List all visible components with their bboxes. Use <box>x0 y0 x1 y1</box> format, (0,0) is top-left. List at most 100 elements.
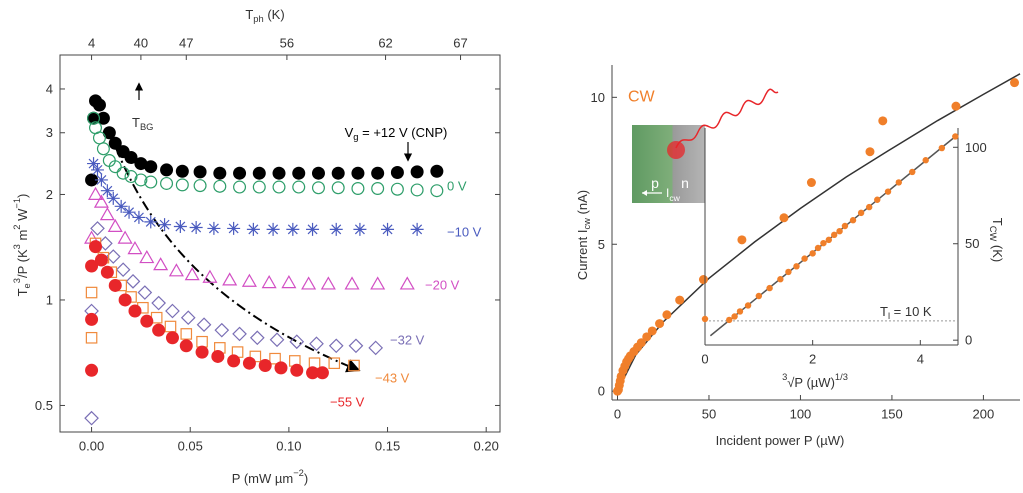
data-point <box>272 180 286 194</box>
data-point <box>309 336 324 352</box>
data-point <box>793 263 800 270</box>
y-tick-label: 100 <box>965 140 987 155</box>
data-point <box>227 221 241 235</box>
data-point <box>87 111 101 125</box>
data-point <box>96 111 110 125</box>
plot-frame <box>59 54 501 433</box>
data-point <box>144 215 158 229</box>
data-point <box>232 326 247 342</box>
label-part: 3 <box>12 244 22 249</box>
data-point <box>647 326 657 336</box>
data-point <box>1010 78 1020 88</box>
reference-label: Tl = 10 K <box>880 304 932 322</box>
data-point <box>737 235 747 245</box>
label-part: l <box>888 311 890 321</box>
label-part: T <box>132 115 140 130</box>
y-tick-label: 4 <box>46 81 53 96</box>
data-point <box>139 249 155 264</box>
data-point <box>87 186 104 200</box>
annotation: TBG <box>132 115 153 133</box>
data-point <box>755 292 763 300</box>
y-tick-label: 3 <box>46 125 53 140</box>
data-point <box>281 275 297 289</box>
data-point <box>381 222 395 236</box>
data-point <box>140 314 154 328</box>
data-point <box>636 338 646 348</box>
y-tick-label: 50 <box>965 236 979 251</box>
data-point <box>261 275 277 289</box>
y-axis-label: Current Icw (nA) <box>575 190 593 280</box>
data-point <box>85 259 99 273</box>
label-part: e <box>22 283 32 288</box>
data-point <box>102 126 116 140</box>
data-point <box>165 331 179 345</box>
series-label: −55 V <box>330 395 365 410</box>
x2-tick-label: 67 <box>453 36 467 51</box>
data-point <box>179 339 193 353</box>
data-point <box>290 363 304 377</box>
data-point <box>152 323 166 337</box>
x-axis-label: Incident power P (µW) <box>716 433 845 448</box>
data-point <box>124 170 138 184</box>
label-part: (nA) <box>575 190 590 218</box>
data-point <box>371 166 385 180</box>
label-part: Current I <box>575 230 590 281</box>
x2-tick-label: 47 <box>179 36 193 51</box>
data-point <box>272 166 286 180</box>
data-point <box>736 308 744 315</box>
label-part: 3 <box>12 278 22 283</box>
laser-spot <box>667 141 685 159</box>
data-point <box>84 410 99 426</box>
data-point <box>85 331 98 344</box>
data-point <box>134 173 148 187</box>
data-point <box>289 334 305 350</box>
data-point <box>233 166 247 180</box>
label-part: V <box>345 125 354 140</box>
data-point <box>189 220 203 234</box>
data-point <box>108 160 122 174</box>
label-part: = 10 K <box>890 304 932 319</box>
data-point <box>331 166 345 180</box>
label-part: g <box>353 132 358 142</box>
data-point <box>107 218 123 233</box>
data-point <box>227 354 241 368</box>
data-point <box>952 133 959 140</box>
label-part: 1/3 <box>835 372 848 382</box>
data-point <box>320 276 336 290</box>
label-part: cw <box>669 193 680 203</box>
label-part: T <box>880 304 888 319</box>
data-point <box>106 191 120 205</box>
data-point <box>85 173 99 187</box>
data-point <box>196 335 208 348</box>
label-part: −2 <box>293 468 304 478</box>
label-part: CW <box>988 226 998 242</box>
x-tick-label: 50 <box>702 407 716 422</box>
data-point <box>85 286 98 299</box>
data-point <box>144 175 158 189</box>
data-point <box>117 230 133 244</box>
series-label: 0 V <box>447 179 467 194</box>
data-point <box>175 164 189 178</box>
data-point <box>410 222 424 236</box>
x-tick-label: 0.10 <box>276 439 301 454</box>
data-point <box>108 136 122 150</box>
data-point <box>698 275 708 285</box>
label-part: m <box>15 230 30 244</box>
label-part: (K) <box>991 241 1006 262</box>
image-label: n <box>681 175 689 191</box>
data-point <box>165 303 180 319</box>
x-tick-label: 0.05 <box>178 439 203 454</box>
data-point <box>922 157 929 164</box>
data-point <box>266 222 280 236</box>
data-point <box>211 349 225 363</box>
x2-tick-label: 4 <box>88 36 95 51</box>
data-point <box>430 164 444 178</box>
data-point <box>115 262 131 278</box>
data-point <box>292 180 306 194</box>
data-point <box>252 166 266 180</box>
data-point <box>849 217 857 224</box>
data-point <box>328 338 344 354</box>
data-point <box>175 178 189 192</box>
data-point <box>137 285 153 300</box>
x-tick-label: 0.20 <box>474 439 499 454</box>
